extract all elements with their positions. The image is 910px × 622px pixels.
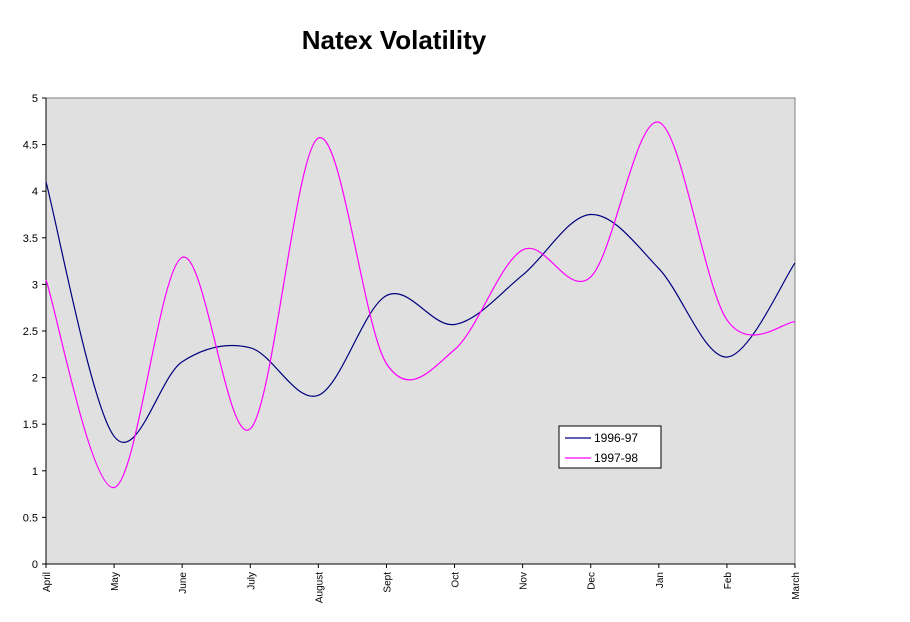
y-axis: 0 0.5 1 1.5 2 2.5 3 3.5 4 4.5 5 [23,93,47,571]
plot-area [45,97,796,565]
series-line-1996-97 [45,181,796,443]
x-tick-label: June [178,572,189,594]
x-tick-label: Oct [451,572,462,588]
x-tick-label: March [791,572,802,600]
y-tick-label: 0 [32,559,38,571]
chart-title: Natex Volatility [302,25,487,55]
x-tick-label: August [314,572,325,603]
legend-label: 1996-97 [594,431,638,445]
x-tick-label: July [246,572,257,590]
y-tick-label: 1 [32,466,38,478]
y-tick-label: 3.5 [23,233,38,245]
series-layer [45,121,796,489]
legend-box [558,425,662,469]
x-tick-label: Feb [723,572,734,590]
y-tick-label: 3 [32,279,38,291]
y-tick-label: 4.5 [23,140,38,152]
legend: 1996-97 1997-98 [558,425,662,469]
y-tick-label: 5 [32,93,38,105]
y-tick-label: 2.5 [23,326,38,338]
y-tick-label: 1.5 [23,419,38,431]
x-tick-label: May [110,572,121,591]
x-tick-label: Nov [519,572,530,590]
y-tick-label: 0.5 [23,512,38,524]
x-axis: April May June July August Sept Oct Nov Dec Jan Fe… [42,563,802,603]
legend-label: 1997-98 [594,451,638,465]
x-tick-label: April [42,572,53,592]
y-tick-label: 2 [32,373,38,385]
y-tick-label: 4 [32,186,38,198]
x-tick-label: Sept [382,572,393,593]
x-tick-label: Dec [587,572,598,590]
x-tick-label: Jan [655,572,666,588]
series-line-1997-98 [45,121,796,489]
